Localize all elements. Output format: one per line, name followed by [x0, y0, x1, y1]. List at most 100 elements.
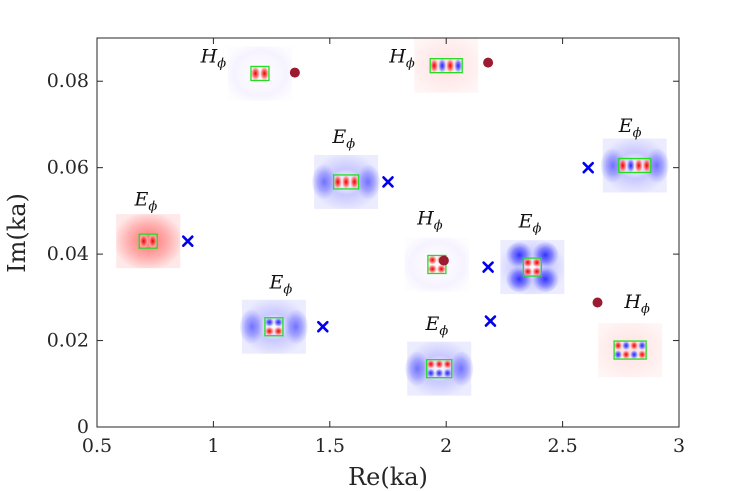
- h-mode-marker: [289, 67, 300, 78]
- inset-lobe: [437, 264, 446, 274]
- plot-frame: [96, 37, 680, 428]
- mode-label-letter: E: [425, 313, 440, 335]
- inset-background: [404, 237, 469, 292]
- h-mode-marker: [483, 57, 494, 68]
- scatterer-outline: [522, 257, 542, 277]
- inset-lobe: [443, 359, 452, 369]
- scatterer-outline: [426, 358, 453, 379]
- mode-label-sub: ϕ: [439, 324, 448, 339]
- y-tick-label: 0: [77, 416, 89, 438]
- inset-lobe: [426, 368, 435, 378]
- inset-lobe: [642, 158, 651, 173]
- inset-lobe: [148, 234, 158, 248]
- inset-lobe: [634, 158, 643, 173]
- mode-label-sub: ϕ: [633, 126, 642, 141]
- mode-label-sub: ϕ: [217, 57, 226, 72]
- scatterer-outline: [138, 233, 158, 249]
- inset-background: [414, 38, 479, 93]
- inset-lobe: [265, 317, 274, 327]
- y-tick-label: 0.04: [47, 243, 89, 265]
- inset-lobe: [139, 234, 149, 248]
- inset-lobe: [638, 350, 646, 359]
- inset-lobe: [333, 175, 342, 189]
- inset-lobe: [265, 326, 274, 336]
- e-mode-marker: [317, 320, 329, 333]
- y-tick-label: 0.06: [47, 157, 89, 179]
- mode-label-sub: ϕ: [434, 219, 443, 234]
- e-mode-marker: [482, 261, 494, 273]
- field-inset: [239, 299, 308, 354]
- mode-label-sub: ϕ: [346, 137, 355, 152]
- inset-lobe: [251, 66, 260, 81]
- inset-lobe: [449, 351, 474, 386]
- field-inset: [405, 341, 474, 396]
- inset-lobe: [274, 317, 283, 327]
- mode-label-sub: ϕ: [148, 200, 157, 215]
- field-inset: [227, 46, 292, 101]
- mode-label: Eϕ: [425, 313, 449, 339]
- inset-lobe: [428, 255, 437, 265]
- mode-label: Hϕ: [200, 46, 227, 72]
- mode-label: Eϕ: [518, 210, 542, 236]
- inset-lobe: [430, 58, 439, 73]
- mode-label-letter: H: [623, 291, 641, 313]
- x-tick-label: 1: [207, 435, 219, 457]
- inset-lobe: [622, 350, 630, 359]
- x-tick-label: 3: [673, 435, 685, 457]
- inset-background: [116, 214, 181, 269]
- inset-lobe: [523, 258, 533, 267]
- inset-lobe: [312, 164, 337, 199]
- e-mode-marker: [582, 161, 595, 174]
- inset-lobe: [239, 309, 264, 344]
- mode-label: Eϕ: [134, 189, 158, 215]
- field-inset: [598, 323, 663, 378]
- mode-label-letter: E: [269, 272, 284, 294]
- field-insets: [116, 38, 669, 396]
- inset-lobe: [614, 350, 622, 359]
- inset-lobe: [630, 341, 638, 350]
- inset-lobe: [350, 175, 359, 189]
- inset-lobe: [405, 351, 430, 386]
- inset-lobe: [435, 368, 444, 378]
- mode-label: Eϕ: [331, 126, 355, 152]
- field-inset: [600, 138, 669, 193]
- scatterer-outline: [264, 317, 284, 337]
- mode-label-letter: E: [134, 189, 149, 211]
- inset-lobe: [426, 359, 435, 369]
- x-tick-label: 2: [440, 435, 452, 457]
- inset-lobe: [438, 58, 447, 73]
- inset-lobe: [428, 264, 437, 274]
- x-tick-label: 0.5: [82, 435, 112, 457]
- y-axis-label: Im(ka): [3, 193, 31, 273]
- inset-lobe: [342, 175, 351, 189]
- field-inset: [312, 154, 381, 209]
- mode-label-sub: ϕ: [406, 57, 415, 72]
- h-mode-marker: [592, 297, 603, 308]
- scatterer-outline: [429, 58, 463, 74]
- field-inset: [414, 38, 479, 93]
- field-inset: [404, 237, 469, 292]
- mode-label-letter: H: [388, 46, 406, 68]
- e-mode-marker: [382, 176, 394, 188]
- mode-label-letter: E: [518, 210, 533, 232]
- inset-lobe: [638, 341, 646, 350]
- x-tick-label: 2.5: [547, 435, 577, 457]
- axis-ticks: 0.5 1 1.5 2 2.5 3 0 0.02 0.04 0.06 0.08: [47, 38, 685, 457]
- inset-lobe: [532, 267, 542, 276]
- mode-label-letter: H: [416, 208, 434, 230]
- mode-label-letter: H: [200, 46, 218, 68]
- x-axis-label: Re(ka): [348, 463, 428, 491]
- scatterer-outline: [618, 157, 652, 174]
- field-inset: [116, 214, 181, 269]
- e-mode-marker: [181, 235, 194, 247]
- mode-label: Hϕ: [416, 208, 443, 234]
- inset-lobe: [274, 326, 283, 336]
- mode-label: Hϕ: [623, 291, 650, 317]
- mode-label: Hϕ: [388, 46, 415, 72]
- inset-lobe: [443, 368, 452, 378]
- y-tick-label: 0.02: [47, 330, 89, 352]
- h-mode-marker: [438, 255, 449, 266]
- inset-lobe: [622, 341, 630, 350]
- inset-lobe: [630, 350, 638, 359]
